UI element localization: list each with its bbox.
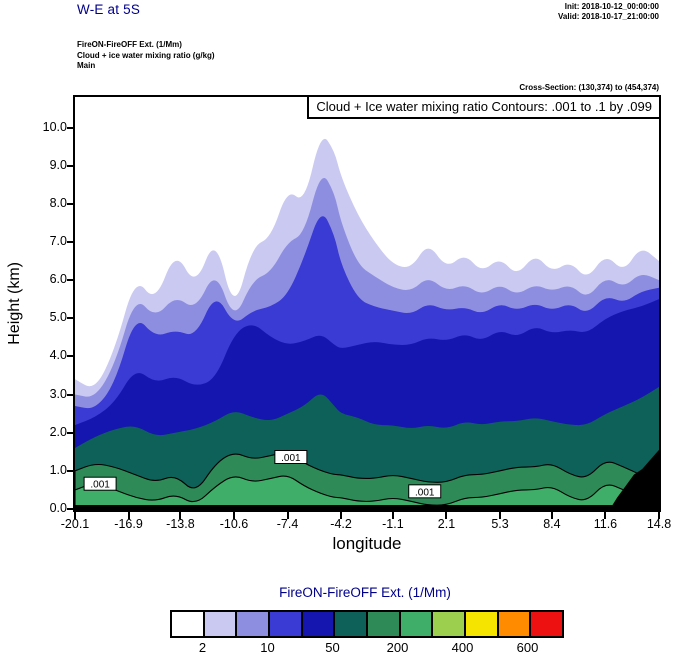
x-tick-label: -10.6	[219, 517, 249, 531]
colorbar-cell	[172, 612, 205, 636]
x-tick-mark	[391, 512, 394, 519]
y-tick-label: 5.0	[49, 310, 67, 325]
x-tick-label: 11.6	[593, 517, 618, 531]
field-desc-label: Cloud + ice water mixing ratio (g/kg)	[77, 50, 215, 60]
y-tick-mark	[67, 164, 74, 167]
colorbar	[170, 610, 564, 638]
colorbar-cell	[302, 612, 336, 636]
y-tick-mark	[67, 240, 74, 243]
x-tick-label: -13.8	[166, 517, 195, 531]
x-tick-mark	[286, 512, 289, 519]
contour-plot-canvas: .001 .001 .001	[75, 97, 659, 509]
contour-label-text: .001	[415, 487, 435, 498]
y-tick-mark	[67, 469, 74, 472]
x-tick-mark	[604, 512, 607, 519]
x-tick-label: 8.4	[543, 517, 561, 531]
valid-timestamp: Valid: 2018-10-17_21:00:00	[558, 12, 659, 21]
y-tick-mark	[67, 202, 74, 205]
x-tick-mark	[550, 512, 553, 519]
x-tick-label: 5.3	[491, 517, 509, 531]
contour-label-text: .001	[281, 453, 301, 464]
y-tick-label: 9.0	[49, 157, 67, 172]
x-tick-mark	[179, 512, 182, 519]
colorbar-cell	[368, 612, 401, 636]
surface-baseline	[75, 505, 659, 509]
y-tick-label: 6.0	[49, 272, 67, 287]
x-tick-label: -1.1	[382, 517, 404, 531]
contour-label-box	[408, 484, 442, 499]
terrain-silhouette	[610, 449, 659, 509]
init-timestamp: Init: 2018-10-12_00:00:00	[564, 2, 659, 11]
colorbar-cell	[531, 612, 563, 636]
x-tick-label: -4.2	[330, 517, 352, 531]
x-tick-mark	[340, 512, 343, 519]
y-tick-mark	[67, 393, 74, 396]
y-tick-label: 8.0	[49, 195, 67, 210]
y-tick-label: 1.0	[49, 462, 67, 477]
contour-level-label: .001	[274, 450, 308, 464]
contour-level-label: .001	[408, 484, 442, 499]
colorbar-tick-label: 50	[325, 640, 340, 655]
colorbar-cell	[270, 612, 303, 636]
x-tick-mark	[127, 512, 130, 519]
y-tick-label: 3.0	[49, 386, 67, 401]
contour-band-green-core	[75, 475, 659, 509]
y-tick-label: 7.0	[49, 233, 67, 248]
x-tick-mark	[445, 512, 448, 519]
y-tick-mark	[67, 279, 74, 282]
figure-title: W-E at 5S	[77, 2, 141, 17]
x-tick-label: 2.1	[437, 517, 456, 531]
cross-section-coords-label: Cross-Section: (130,374) to (454,374)	[519, 83, 659, 92]
y-tick-label: 0.0	[49, 501, 67, 515]
run-timestamps: Init: 2018-10-12_00:00:00 Valid: 2018-10…	[558, 2, 659, 22]
colorbar-cell	[498, 612, 532, 636]
contour-label-text: .001	[90, 480, 110, 491]
domain-label: Main	[77, 61, 96, 70]
colorbar-tick-label: 200	[386, 640, 409, 655]
x-tick-mark	[74, 512, 76, 519]
colorbar-cell	[237, 612, 271, 636]
field-name-label: FireON-FireOFF Ext. (1/Mm)	[77, 40, 182, 49]
x-tick-label: -7.4	[276, 517, 299, 531]
colorbar-cell	[433, 612, 467, 636]
x-tick-label: 14.8	[646, 517, 672, 531]
colorbar-cell	[335, 612, 369, 636]
y-axis-label-wrap: Height (km)	[4, 97, 26, 509]
y-tick-mark	[67, 126, 74, 129]
x-tick-mark	[499, 512, 502, 519]
contour-info-box: Cloud + Ice water mixing ratio Contours:…	[307, 97, 659, 119]
y-tick-label: 4.0	[49, 348, 67, 363]
colorbar-tick-label: 10	[260, 640, 275, 655]
y-tick-label: 10.0	[42, 119, 67, 134]
y-tick-label: 2.0	[49, 424, 67, 439]
y-tick-mark	[67, 508, 74, 510]
y-tick-mark	[67, 431, 74, 434]
plot-frame: .001 .001 .001 Cloud + Ice water mixing ra…	[73, 95, 661, 512]
x-tick-mark	[232, 512, 235, 519]
x-axis-label: longitude	[332, 534, 402, 553]
y-tick-mark	[67, 355, 74, 358]
x-tick-label: -20.1	[60, 517, 90, 531]
y-axis-label: Height (km)	[6, 261, 23, 345]
colorbar-tick-label: 2	[198, 640, 207, 655]
colorbar-title: FireON-FireOFF Ext. (1/Mm)	[279, 585, 451, 600]
x-tick-mark	[658, 512, 660, 519]
colorbar-cell	[466, 612, 499, 636]
x-tick-label: -16.9	[114, 517, 143, 531]
colorbar-cell	[400, 612, 434, 636]
colorbar-cell	[204, 612, 238, 636]
colorbar-tick-label: 600	[516, 640, 539, 655]
contour-label-box	[83, 476, 117, 491]
contour-level-label: .001	[83, 476, 117, 491]
y-tick-mark	[67, 317, 74, 320]
field-info: FireON-FireOFF Ext. (1/Mm) Cloud + ice w…	[77, 40, 215, 72]
contour-label-box	[274, 450, 308, 464]
colorbar-tick-label: 400	[451, 640, 474, 655]
